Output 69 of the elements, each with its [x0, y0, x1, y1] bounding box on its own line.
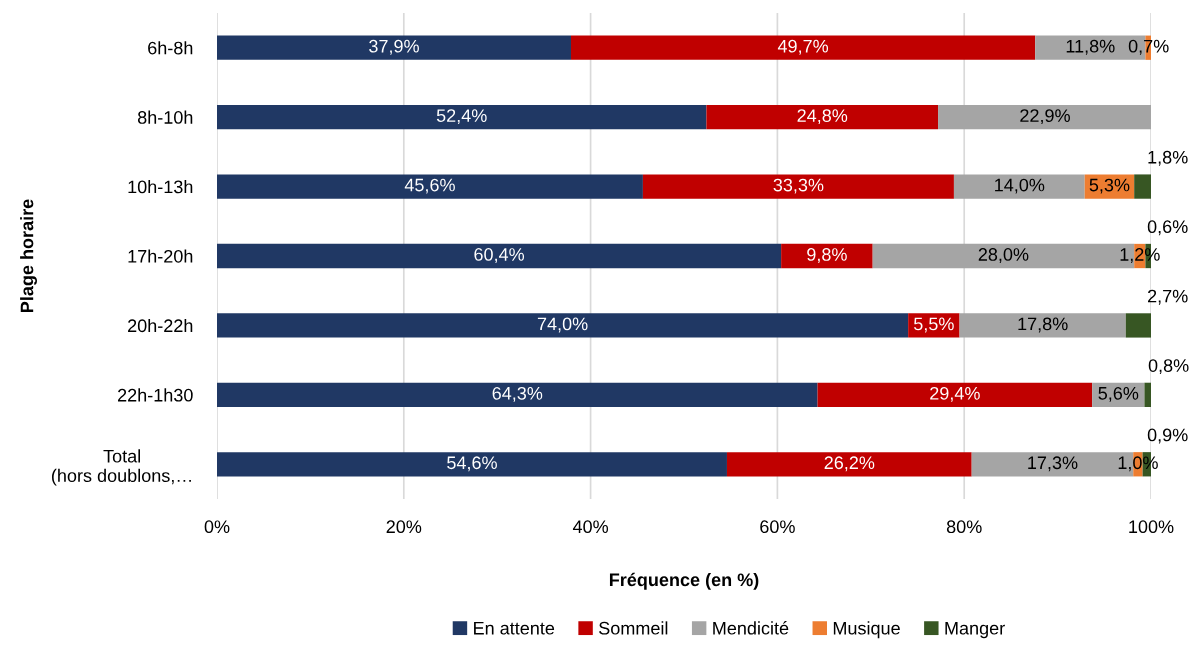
data-label: 1,8% [1148, 150, 1188, 166]
y-tick-label: 8h-10h [137, 110, 193, 124]
y-tick-label: 22h-1h30 [118, 388, 193, 402]
data-label: 2,7% [1148, 289, 1188, 305]
data-label: 26,2% [824, 456, 875, 472]
data-label: 52,4% [436, 109, 487, 125]
y-tick-label: 17h-20h [128, 249, 193, 263]
data-label: 24,8% [797, 109, 848, 125]
x-tick-label: 0% [204, 520, 230, 534]
y-tick-label: 6h-8h [148, 41, 193, 55]
x-tick-label: 80% [946, 520, 982, 534]
data-label: 17,3% [1028, 456, 1078, 472]
data-label: 33,3% [773, 178, 824, 194]
legend-label: En attente [474, 622, 555, 635]
bar [217, 452, 727, 477]
data-label: 9,8% [807, 248, 847, 263]
bar [781, 243, 873, 269]
y-axis-title: Plage horaire [20, 199, 37, 312]
data-label: 14,0% [995, 178, 1045, 194]
bar [217, 104, 707, 130]
legend-label: Manger [945, 622, 1005, 639]
bar [908, 313, 960, 338]
data-label: 0,6% [1147, 220, 1188, 236]
x-axis-title: Fréquence (en %) [609, 572, 759, 590]
bar [217, 382, 818, 408]
data-label: 37,9% [369, 39, 419, 55]
data-label: 11,8% [1066, 39, 1115, 55]
bar [938, 104, 1151, 130]
data-label: 0,9% [1147, 428, 1188, 444]
bar [570, 35, 1036, 60]
data-label: 0,7% [1128, 39, 1169, 55]
x-tick-label: 60% [760, 520, 795, 534]
data-label: 0,8% [1148, 359, 1189, 375]
bar [706, 104, 939, 130]
bar [1084, 174, 1135, 199]
data-label: 17,8% [1018, 317, 1068, 333]
y-tick-label: 20h-22h [128, 318, 193, 333]
data-label: 64,3% [492, 386, 543, 402]
bar [217, 243, 782, 269]
y-tick-label: Total (hors doublons,… [52, 449, 191, 486]
data-label: 60,4% [474, 248, 525, 263]
bar [817, 382, 1093, 408]
bar [217, 174, 643, 199]
data-label: 45,6% [404, 178, 455, 194]
legend-label: Sommeil [599, 621, 668, 635]
bar [1144, 382, 1151, 408]
bar [1134, 174, 1151, 199]
x-tick-label: 20% [386, 520, 422, 534]
data-label: 5,5% [913, 317, 954, 333]
bar [959, 313, 1126, 338]
bar [953, 174, 1085, 199]
x-tick-label: 40% [572, 520, 609, 534]
data-label: 54,6% [447, 456, 497, 472]
bar [726, 452, 972, 477]
data-label: 22,9% [1020, 109, 1070, 125]
data-label: 5,3% [1089, 178, 1130, 194]
bar [217, 35, 571, 60]
data-label: 5,6% [1098, 386, 1139, 402]
legend-label: Musique [833, 621, 900, 639]
bar [1125, 313, 1151, 338]
legend-label: Mendicité [713, 621, 789, 635]
y-tick-label: 10h-13h [128, 180, 193, 194]
data-label: 29,4% [930, 386, 980, 402]
x-tick-label: 100% [1129, 520, 1174, 534]
data-label: 74,0% [537, 317, 588, 333]
bar [642, 174, 954, 199]
bar [217, 313, 909, 338]
data-label: 49,7% [777, 39, 829, 55]
data-label: 28,0% [978, 248, 1029, 263]
